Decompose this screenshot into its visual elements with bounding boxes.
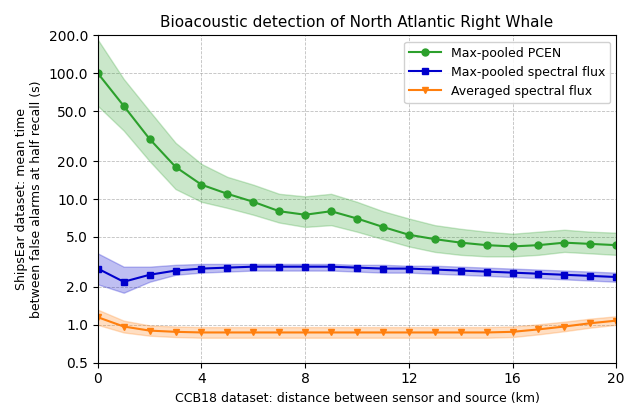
Averaged spectral flux bbox=[353, 330, 361, 335]
Max-pooled spectral flux bbox=[94, 266, 102, 271]
Max-pooled spectral flux bbox=[275, 264, 283, 269]
Max-pooled PCEN bbox=[561, 240, 568, 245]
Max-pooled spectral flux bbox=[379, 266, 387, 271]
Averaged spectral flux bbox=[431, 330, 438, 335]
Max-pooled PCEN bbox=[327, 209, 335, 214]
Max-pooled spectral flux bbox=[561, 272, 568, 277]
Max-pooled PCEN bbox=[509, 244, 516, 249]
Max-pooled PCEN bbox=[172, 164, 179, 169]
Legend: Max-pooled PCEN, Max-pooled spectral flux, Averaged spectral flux: Max-pooled PCEN, Max-pooled spectral flu… bbox=[404, 42, 610, 103]
Averaged spectral flux bbox=[483, 330, 490, 335]
Max-pooled spectral flux bbox=[120, 279, 127, 284]
Averaged spectral flux bbox=[301, 330, 309, 335]
Max-pooled spectral flux bbox=[327, 264, 335, 269]
Max-pooled spectral flux bbox=[534, 271, 542, 276]
Max-pooled PCEN bbox=[275, 209, 283, 214]
Averaged spectral flux bbox=[405, 330, 413, 335]
X-axis label: CCB18 dataset: distance between sensor and source (km): CCB18 dataset: distance between sensor a… bbox=[175, 392, 540, 405]
Averaged spectral flux bbox=[327, 330, 335, 335]
Line: Max-pooled spectral flux: Max-pooled spectral flux bbox=[94, 263, 620, 285]
Max-pooled PCEN bbox=[483, 243, 490, 248]
Max-pooled PCEN bbox=[405, 232, 413, 237]
Max-pooled spectral flux bbox=[483, 269, 490, 274]
Max-pooled spectral flux bbox=[612, 275, 620, 280]
Averaged spectral flux bbox=[275, 330, 283, 335]
Y-axis label: ShipsEar dataset: mean time
between false alarms at half recall (s): ShipsEar dataset: mean time between fals… bbox=[15, 80, 43, 318]
Title: Bioacoustic detection of North Atlantic Right Whale: Bioacoustic detection of North Atlantic … bbox=[161, 15, 554, 30]
Max-pooled PCEN bbox=[612, 243, 620, 248]
Averaged spectral flux bbox=[586, 321, 594, 326]
Averaged spectral flux bbox=[120, 324, 127, 329]
Max-pooled PCEN bbox=[250, 200, 257, 205]
Line: Max-pooled PCEN: Max-pooled PCEN bbox=[94, 70, 620, 250]
Max-pooled PCEN bbox=[457, 240, 465, 245]
Max-pooled spectral flux bbox=[146, 272, 154, 277]
Max-pooled spectral flux bbox=[586, 273, 594, 278]
Max-pooled spectral flux bbox=[457, 268, 465, 273]
Averaged spectral flux bbox=[223, 330, 231, 335]
Max-pooled spectral flux bbox=[509, 270, 516, 275]
Max-pooled PCEN bbox=[198, 182, 205, 187]
Max-pooled PCEN bbox=[120, 103, 127, 108]
Line: Averaged spectral flux: Averaged spectral flux bbox=[94, 314, 620, 336]
Averaged spectral flux bbox=[172, 329, 179, 334]
Max-pooled spectral flux bbox=[353, 265, 361, 270]
Max-pooled PCEN bbox=[353, 216, 361, 221]
Averaged spectral flux bbox=[379, 330, 387, 335]
Averaged spectral flux bbox=[561, 324, 568, 329]
Max-pooled PCEN bbox=[94, 71, 102, 76]
Max-pooled PCEN bbox=[586, 241, 594, 247]
Max-pooled PCEN bbox=[301, 212, 309, 217]
Averaged spectral flux bbox=[509, 329, 516, 334]
Averaged spectral flux bbox=[612, 318, 620, 323]
Averaged spectral flux bbox=[250, 330, 257, 335]
Max-pooled PCEN bbox=[146, 136, 154, 142]
Max-pooled spectral flux bbox=[405, 266, 413, 271]
Averaged spectral flux bbox=[534, 327, 542, 332]
Max-pooled PCEN bbox=[431, 236, 438, 241]
Max-pooled spectral flux bbox=[198, 266, 205, 271]
Max-pooled PCEN bbox=[379, 224, 387, 229]
Max-pooled PCEN bbox=[534, 243, 542, 248]
Max-pooled spectral flux bbox=[223, 265, 231, 270]
Averaged spectral flux bbox=[94, 315, 102, 320]
Max-pooled spectral flux bbox=[172, 268, 179, 273]
Averaged spectral flux bbox=[146, 328, 154, 333]
Averaged spectral flux bbox=[457, 330, 465, 335]
Max-pooled spectral flux bbox=[431, 267, 438, 272]
Averaged spectral flux bbox=[198, 330, 205, 335]
Max-pooled spectral flux bbox=[250, 264, 257, 269]
Max-pooled PCEN bbox=[223, 191, 231, 196]
Max-pooled spectral flux bbox=[301, 264, 309, 269]
